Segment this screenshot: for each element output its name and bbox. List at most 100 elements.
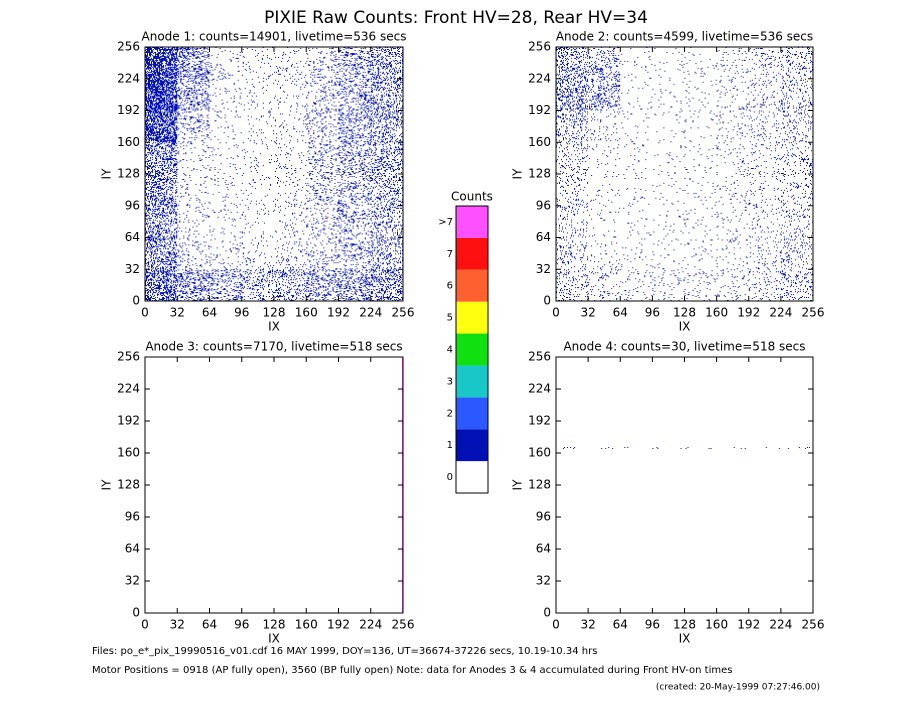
colorbar-swatch [456,461,488,493]
x-tick-label: 128 [673,618,696,632]
colorbar-label: 5 [447,313,453,324]
colorbar-label: 0 [447,472,453,483]
colorbar-swatch [456,429,488,462]
x-tick-label: 160 [705,306,728,320]
count-dots [338,269,371,301]
count-dots [145,110,178,143]
count-dots [556,174,589,206]
y-tick-label: 160 [117,135,140,149]
y-tick-label: 256 [117,40,140,54]
count-dots [209,78,242,110]
x-tick-label: 224 [359,618,382,632]
footer-line: Motor Positions = 0918 (AP fully open), … [92,665,732,676]
y-tick-label: 256 [117,350,140,364]
colorbar-swatch [456,237,488,270]
count-dots [370,142,404,174]
y-tick-label: 32 [536,574,551,588]
count-dots [716,47,749,79]
count-dots [247,110,275,143]
x-tick-label: 0 [141,618,149,632]
y-axis-label: IY [511,479,525,491]
y-tick-label: 160 [528,135,551,149]
x-axis-label: IX [679,320,691,334]
y-tick-label: 192 [528,103,551,117]
count-dots [370,205,404,238]
count-dots [274,110,307,143]
count-dots [716,78,749,111]
count-dots [780,238,813,270]
x-axis-label: IX [268,632,280,646]
count-dots [306,207,339,238]
count-dots [749,237,781,270]
count-dots [370,47,404,79]
y-tick-label: 0 [132,606,140,620]
count-dots [145,142,178,174]
x-tick-label: 96 [645,618,660,632]
y-axis-label: IY [100,168,114,180]
count-dots [241,206,275,238]
count-dots [652,174,685,205]
x-tick-label: 96 [234,618,249,632]
count-dots [338,174,371,206]
figure-title: PIXIE Raw Counts: Front HV=28, Rear HV=3… [264,8,648,28]
count-dots [338,205,371,238]
y-tick-label: 256 [528,40,551,54]
y-tick-label: 0 [132,294,140,308]
count-dots [241,237,275,270]
x-axis-label: IX [679,632,691,646]
y-tick-label: 224 [528,71,551,85]
count-dots [306,269,339,301]
count-dots [780,269,813,301]
panel-title: Anode 4: counts=30, livetime=518 secs [563,340,805,354]
x-tick-label: 256 [802,306,825,320]
count-dots [177,47,210,79]
x-tick-label: 32 [580,306,595,320]
count-dots [241,269,275,301]
y-tick-label: 96 [125,510,140,524]
count-dots [780,142,813,174]
x-tick-label: 192 [737,306,760,320]
count-dots [338,78,371,111]
colorbar-swatch [456,269,488,302]
count-dots [306,142,339,174]
x-tick-label: 256 [392,618,415,632]
count-dots [748,47,781,79]
x-tick-label: 0 [552,618,560,632]
x-tick-label: 192 [327,618,350,632]
count-dots [621,110,650,143]
count-dots [370,174,404,206]
count-dots [748,205,781,238]
y-tick-label: 128 [528,167,551,181]
count-dots [370,110,404,143]
colorbar-title: Counts [451,190,493,204]
count-dots [652,269,685,301]
y-tick-label: 192 [117,103,140,117]
y-tick-label: 96 [536,510,551,524]
footer-created: (created: 20-May-1999 07:27:46.00) [656,683,820,693]
count-dots [749,142,781,174]
x-tick-label: 64 [613,618,628,632]
y-tick-label: 0 [543,294,551,308]
count-dots [623,205,652,236]
x-tick-label: 160 [295,306,318,320]
colorbar-swatch [456,333,488,366]
footer-line: Files: po_e*_pix_19990516_v01.cdf 16 MAY… [92,646,597,657]
count-dots [177,269,210,301]
count-dots [556,205,589,238]
count-dots [275,238,307,270]
count-dots [177,205,210,238]
x-tick-label: 0 [141,306,149,320]
count-dots [145,174,178,206]
count-dots [306,110,339,143]
y-tick-label: 32 [125,574,140,588]
count-dots [274,78,307,110]
y-axis-label: IY [100,479,114,491]
count-dots [145,47,178,79]
panel-title: Anode 2: counts=4599, livetime=536 secs [556,30,813,44]
colorbar-label: 2 [447,408,453,419]
x-tick-label: 160 [705,618,728,632]
count-dots [243,78,275,111]
y-tick-label: 128 [117,478,140,492]
plot-background [556,47,813,301]
